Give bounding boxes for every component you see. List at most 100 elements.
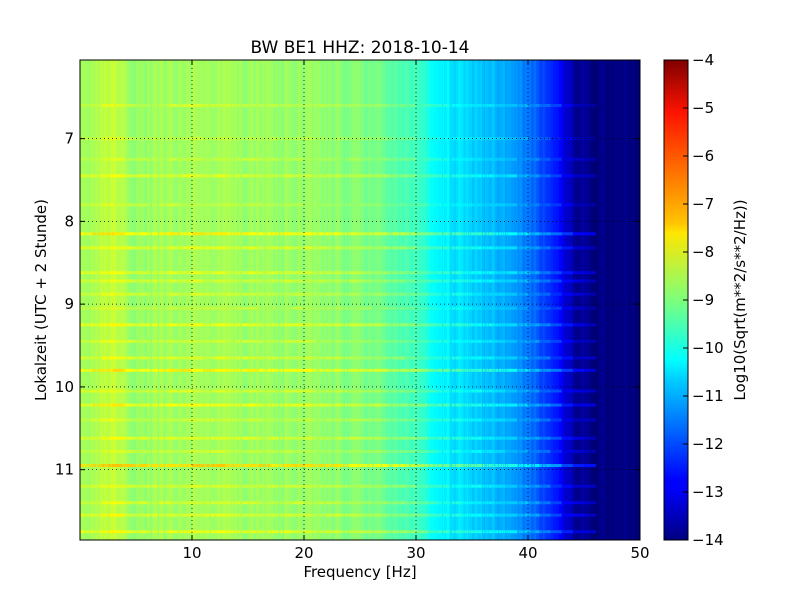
heatmap-band-cell	[259, 389, 271, 393]
heatmap-band-cell	[371, 356, 383, 360]
heatmap-band-cell	[516, 436, 529, 440]
heatmap-band-cell	[248, 104, 260, 108]
heatmap-band-cell	[572, 232, 585, 236]
heatmap-band-cell	[449, 403, 462, 407]
heatmap-column	[460, 60, 465, 540]
heatmap-column	[452, 60, 456, 540]
heatmap-band-cell	[281, 232, 294, 236]
heatmap-streak	[107, 60, 109, 540]
heatmap-band-cell	[326, 104, 339, 108]
heatmap-streak	[454, 60, 456, 540]
heatmap-column	[556, 60, 560, 540]
heatmap-band-cell	[472, 137, 484, 141]
heatmap-band-cell	[192, 403, 204, 407]
heatmap-streak	[266, 60, 268, 540]
heatmap-band-cell	[337, 279, 350, 283]
heatmap-band-cell	[438, 513, 451, 517]
heatmap-streak	[255, 60, 257, 540]
heatmap-band-cell	[102, 271, 115, 275]
heatmap-band-cell	[572, 203, 585, 207]
heatmap-band-cell	[91, 389, 103, 393]
heatmap-band-cell	[348, 418, 361, 422]
heatmap-band-cell	[516, 174, 529, 178]
heatmap-column	[183, 60, 187, 540]
x-tick-label: 30	[406, 544, 425, 562]
heatmap-band-cell	[550, 271, 563, 275]
heatmap-band-cell	[270, 232, 283, 236]
heatmap-band-cell	[449, 418, 462, 422]
heatmap-band-cell	[516, 356, 529, 360]
heatmap-band-cell	[528, 484, 540, 488]
heatmap-band-cell	[584, 403, 596, 407]
heatmap-band-cell	[304, 292, 316, 296]
heatmap-streak	[507, 60, 509, 540]
heatmap-band-cell	[449, 292, 462, 296]
x-axis-label: Frequency [Hz]	[303, 563, 416, 581]
heatmap-band-cell	[214, 203, 227, 207]
heatmap-column	[130, 60, 134, 540]
heatmap-band-cell	[460, 246, 473, 250]
heatmap-streak	[428, 60, 430, 540]
heatmap-band-cell	[147, 513, 159, 517]
heatmap-streak	[465, 60, 467, 540]
heatmap-band-cell	[169, 389, 182, 393]
heatmap-band-cell	[416, 306, 428, 310]
heatmap-band-cell	[259, 436, 271, 440]
colorbar-tick-label: −14	[692, 531, 724, 549]
heatmap-band-cell	[393, 464, 406, 468]
heatmap-band-cell	[192, 449, 204, 453]
heatmap-band-cell	[550, 339, 563, 343]
heatmap-band-cell	[214, 449, 227, 453]
heatmap-band-cell	[147, 389, 159, 393]
heatmap-band-cell	[382, 104, 395, 108]
heatmap-streak	[105, 60, 107, 540]
heatmap-column	[404, 60, 409, 540]
heatmap-band-cell	[225, 501, 238, 505]
heatmap-band-cell	[281, 279, 294, 283]
heatmap-column	[528, 60, 532, 540]
heatmap-band-cell	[225, 436, 238, 440]
heatmap-band-cell	[91, 530, 103, 534]
heatmap-band-cell	[371, 323, 383, 327]
heatmap-band-cell	[449, 484, 462, 488]
heatmap-band-cell	[192, 271, 204, 275]
heatmap-band-cell	[124, 339, 137, 343]
heatmap-band-cell	[248, 292, 260, 296]
heatmap-band-cell	[438, 418, 451, 422]
heatmap-band-cell	[147, 137, 159, 141]
heatmap-column	[312, 60, 316, 540]
heatmap-band-cell	[382, 449, 395, 453]
heatmap-band-cell	[348, 513, 361, 517]
heatmap-band-cell	[483, 306, 495, 310]
heatmap-band-cell	[382, 157, 395, 161]
heatmap-band-cell	[572, 436, 585, 440]
heatmap-column	[161, 60, 165, 540]
heatmap-band-cell	[494, 292, 507, 296]
heatmap-band-cell	[416, 356, 428, 360]
heatmap-band-cell	[192, 501, 204, 505]
heatmap-column	[374, 60, 378, 540]
heatmap-column	[242, 60, 246, 540]
heatmap-band-cell	[124, 418, 137, 422]
heatmap-streak	[137, 60, 139, 540]
heatmap-band-cell	[214, 279, 227, 283]
heatmap-band-cell	[147, 464, 159, 468]
heatmap-band-cell	[494, 436, 507, 440]
heatmap-band-cell	[248, 323, 260, 327]
heatmap-band-cell	[180, 174, 193, 178]
heatmap-band-cell	[80, 157, 92, 161]
heatmap-band-cell	[304, 104, 316, 108]
heatmap-streak	[93, 60, 95, 540]
heatmap-band-cell	[80, 530, 92, 534]
heatmap-band-cell	[561, 157, 574, 161]
heatmap-band-cell	[348, 449, 361, 453]
heatmap-band-cell	[113, 484, 126, 488]
heatmap-streak	[157, 60, 159, 540]
heatmap-band-cell	[483, 104, 495, 108]
heatmap-column	[172, 60, 176, 540]
heatmap-column	[351, 60, 355, 540]
heatmap-band-cell	[539, 513, 551, 517]
heatmap-band-cell	[147, 368, 159, 372]
heatmap-band-cell	[270, 279, 283, 283]
heatmap-band-cell	[214, 403, 227, 407]
